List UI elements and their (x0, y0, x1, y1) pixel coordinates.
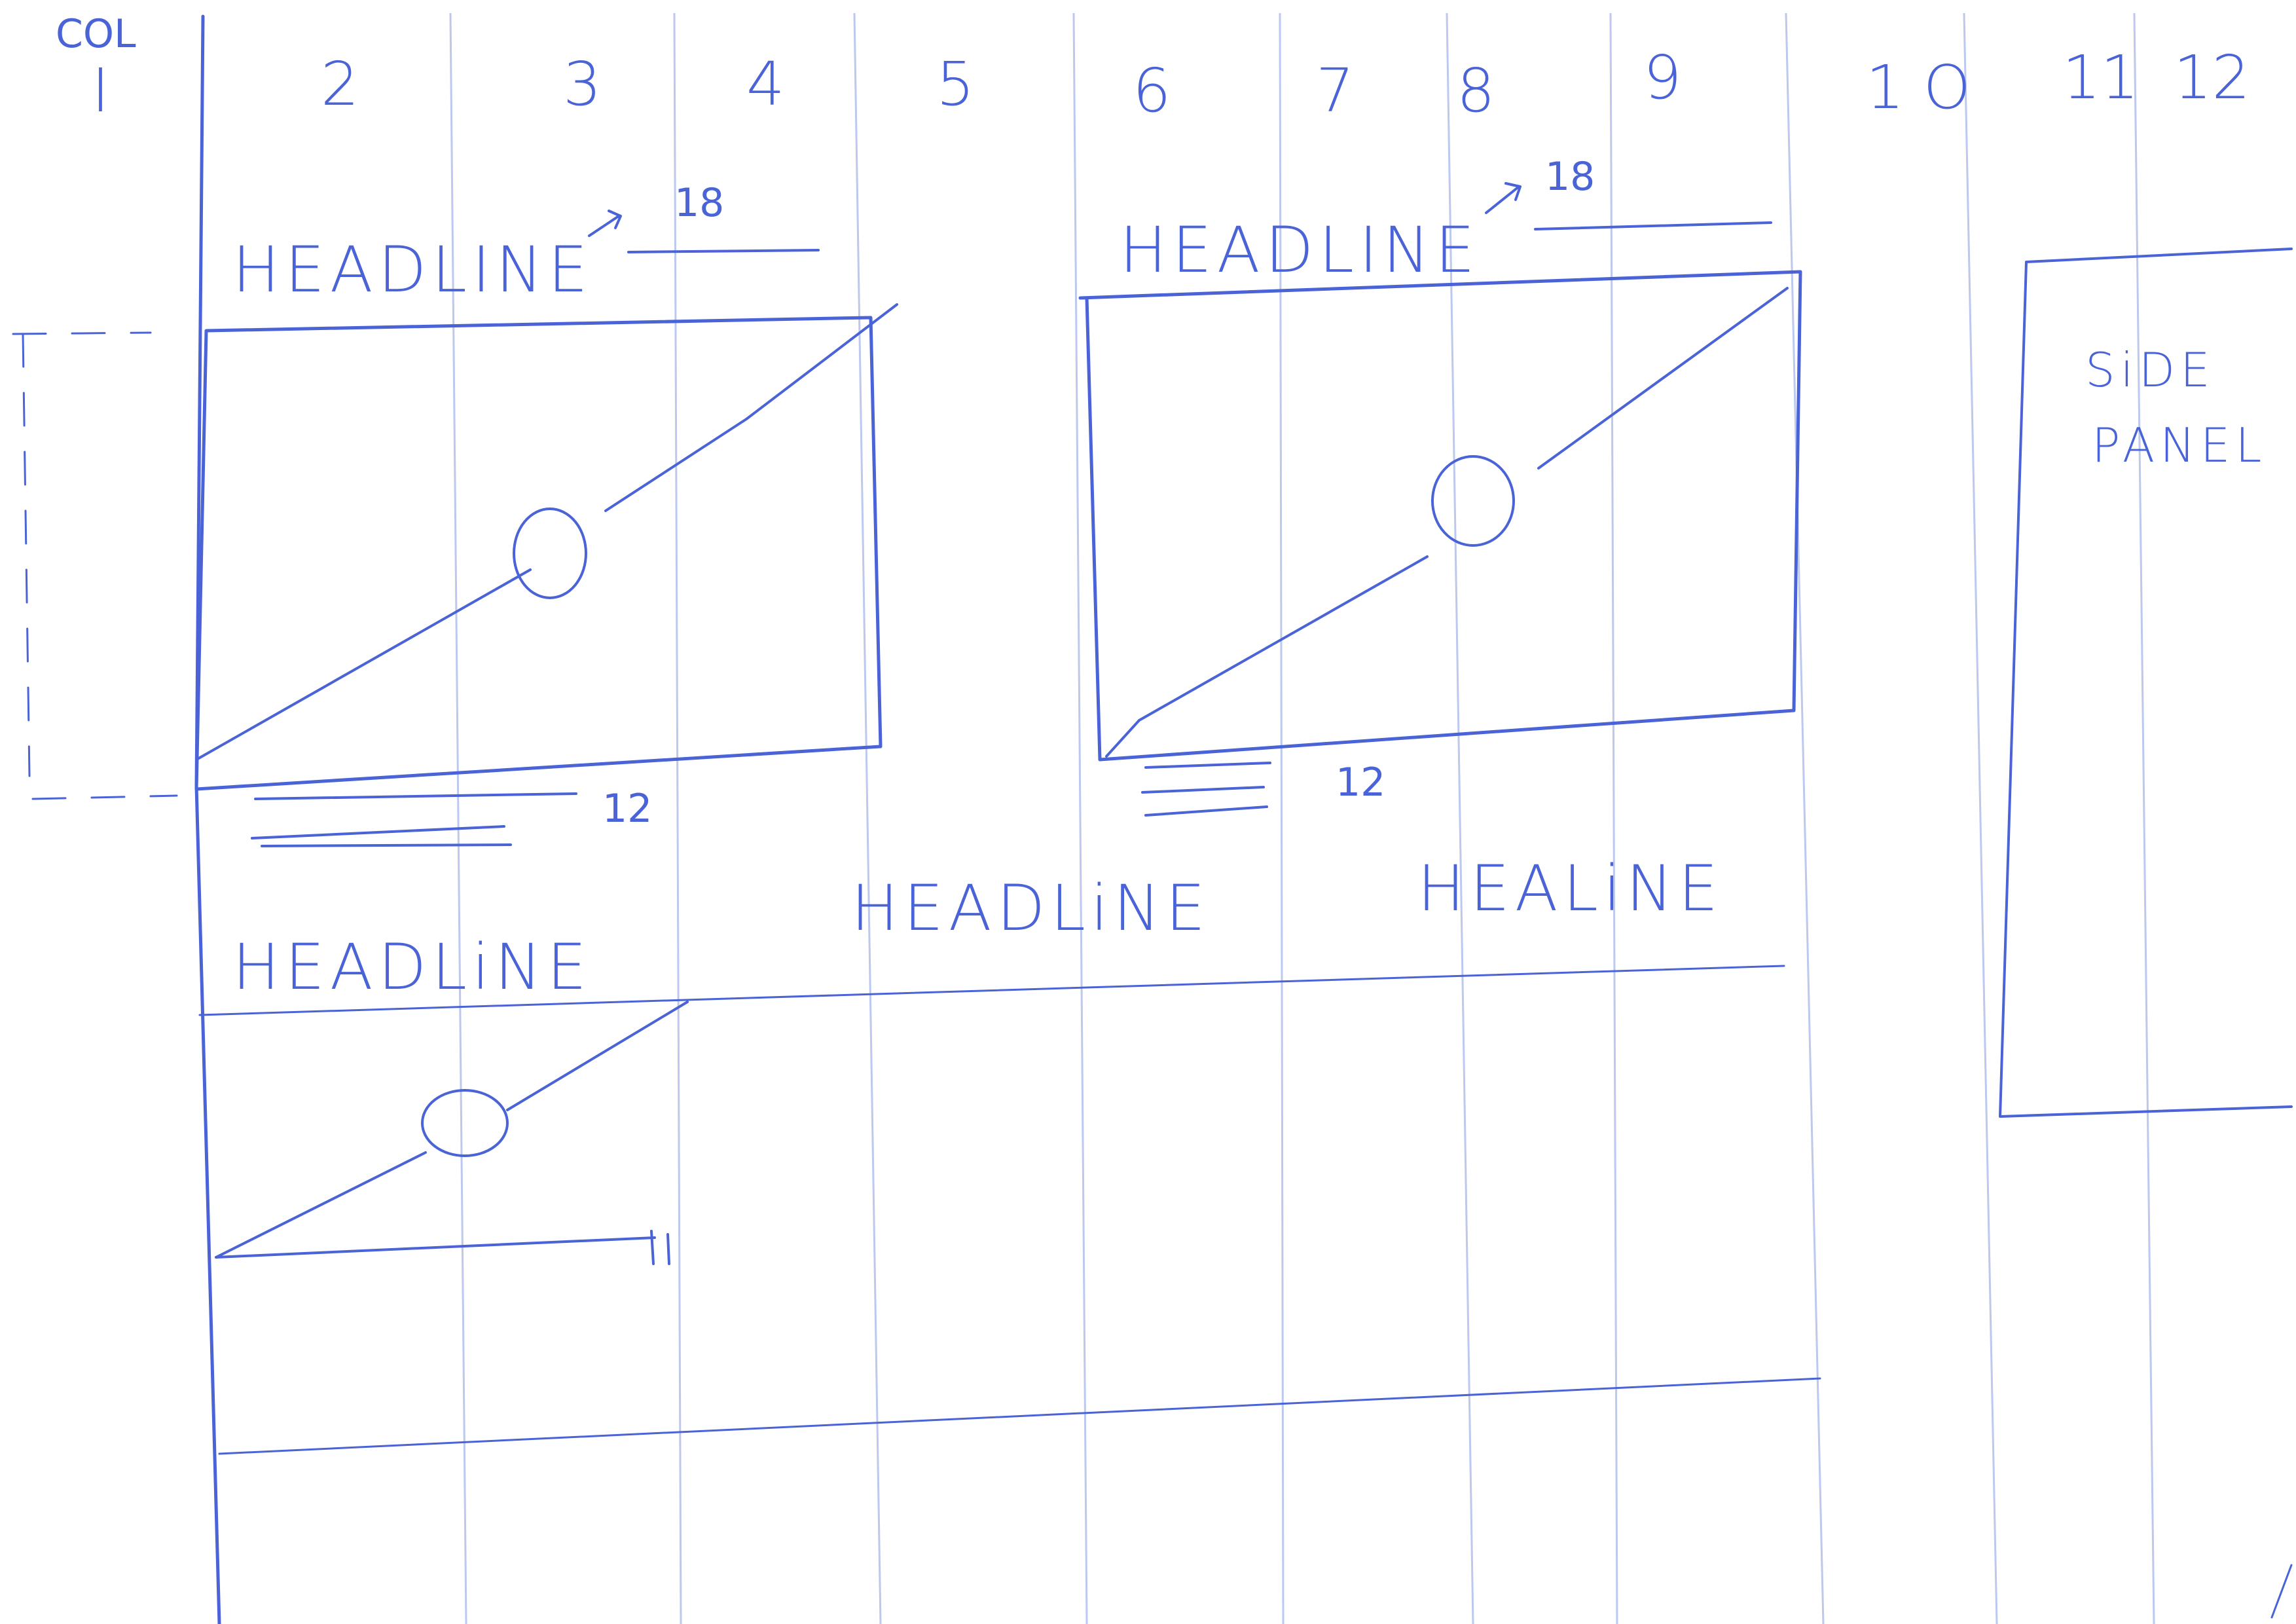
column-number: 1 O (1866, 52, 1971, 122)
image-baseline (215, 1230, 670, 1265)
headline-size-label: 18 (674, 180, 724, 226)
column-number: 11 (2062, 43, 2139, 113)
column-grid (449, 12, 2155, 1624)
image-frame (194, 316, 883, 791)
column-number: 8 (1457, 56, 1495, 126)
content-module-1: HEADLINE 18 12 (194, 180, 898, 847)
caption-lines (251, 792, 577, 847)
bottom-divider (218, 1377, 1821, 1455)
headline-underline (627, 249, 820, 253)
caption-size-label: 12 (1336, 760, 1385, 805)
side-panel-frame (1999, 248, 2293, 1118)
row-headline: HEADLiNE (851, 872, 1211, 945)
module-headline: HEADLINE (232, 233, 593, 306)
headline-size-label: 18 (1545, 154, 1595, 200)
column-number: 6 (1133, 56, 1171, 126)
headline-row-underline (198, 965, 1785, 1016)
side-panel: SiDE PANEL (1999, 248, 2293, 1118)
left-margin-line (194, 14, 221, 1624)
image-placeholder-circle (421, 1089, 509, 1157)
column-number: 4 (746, 49, 785, 119)
column-number: 7 (1316, 56, 1355, 126)
image-frame (1078, 270, 1802, 762)
content-module-2: HEADLINE 18 12 (1078, 154, 1802, 817)
column-number-row: I 2 3 4 5 6 7 8 9 1 O 11 12 (92, 43, 2250, 126)
headline-row: HEADLiNE HEADLiNE HEALiNE (198, 852, 1785, 1016)
caption-lines (1141, 762, 1271, 817)
row-headline: HEALiNE (1417, 852, 1723, 925)
column-marker-label: COL (56, 11, 136, 57)
column-number: 2 (321, 49, 359, 119)
image-placeholder-line (1105, 287, 1789, 758)
image-placeholder-line (195, 303, 898, 761)
column-number: 9 (1643, 43, 1682, 113)
headline-underline (1534, 221, 1772, 231)
headline-size-arrow (1485, 182, 1522, 214)
column-number: 5 (936, 49, 975, 119)
headline-size-arrow (588, 210, 622, 237)
module-headline: HEADLINE (1120, 213, 1480, 287)
column-number: 3 (563, 49, 602, 119)
dashed-placeholder (12, 331, 178, 800)
column-number: I (92, 56, 109, 126)
caption-size-label: 12 (602, 786, 652, 832)
corner-mark (2270, 1564, 2293, 1619)
column-number: 12 (2174, 43, 2250, 113)
content-module-3 (215, 1001, 689, 1265)
image-placeholder-circle (1431, 455, 1515, 547)
image-placeholder-circle (513, 507, 587, 599)
side-panel-label-line1: SiDE (2085, 342, 2215, 397)
image-placeholder-line (215, 1001, 689, 1259)
row-headline: HEADLiNE (232, 931, 592, 1004)
side-panel-label-line2: PANEL (2092, 418, 2267, 473)
